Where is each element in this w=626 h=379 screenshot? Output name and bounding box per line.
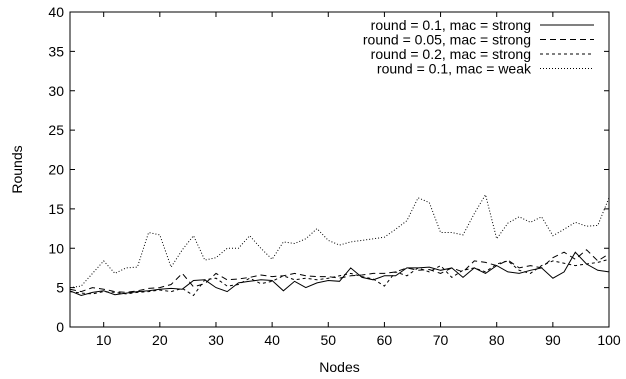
y-axis-title: Rounds	[9, 145, 25, 193]
series-line-4	[69, 193, 610, 289]
tick-labels-group: 10 20 30 40 50 60 70 80 90 100 0 5 10 15 20 25 30 35 40	[48, 4, 620, 348]
y-tick-label: 30	[48, 83, 64, 99]
series-line-2	[69, 249, 610, 293]
x-tick-label: 60	[377, 332, 393, 348]
y-tick-label: 5	[56, 280, 64, 296]
legend-label: round = 0.1, mac = strong	[371, 17, 531, 33]
legend-label: round = 0.2, mac = strong	[371, 46, 531, 62]
x-tick-label: 90	[545, 332, 561, 348]
legend-label: round = 0.05, mac = strong	[363, 32, 531, 48]
y-tick-label: 10	[48, 240, 64, 256]
y-tick-label: 0	[56, 319, 64, 335]
y-tick-label: 35	[48, 43, 64, 59]
y-tick-label: 15	[48, 201, 64, 217]
y-tick-label: 40	[48, 4, 64, 20]
legend-label: round = 0.1, mac = weak	[377, 61, 532, 77]
x-tick-label: 20	[152, 332, 168, 348]
series-line-1	[69, 251, 610, 297]
x-tick-label: 80	[489, 332, 505, 348]
x-tick-label: 100	[597, 332, 621, 348]
series-line-3	[69, 258, 610, 297]
series-group	[69, 193, 610, 297]
x-tick-label: 40	[264, 332, 280, 348]
y-tick-label: 20	[48, 162, 64, 178]
x-tick-label: 30	[208, 332, 224, 348]
x-axis-title: Nodes	[319, 359, 359, 375]
x-tick-label: 70	[433, 332, 449, 348]
plot-frame	[69, 11, 610, 328]
x-tick-label: 50	[320, 332, 336, 348]
x-tick-label: 10	[96, 332, 112, 348]
y-tick-label: 25	[48, 122, 64, 138]
